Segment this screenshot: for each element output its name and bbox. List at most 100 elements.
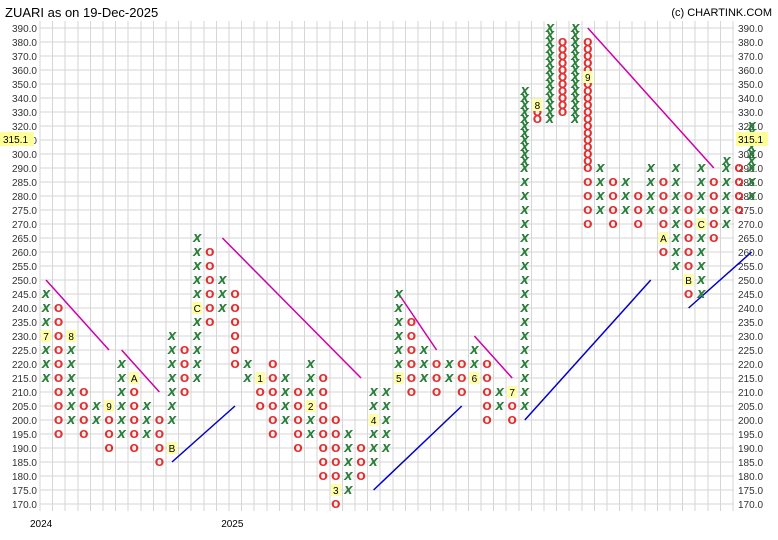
o-box: O xyxy=(457,372,466,385)
y-tick-label-right: 330.0 xyxy=(738,108,763,119)
month-marker-bg xyxy=(305,400,316,412)
month-marker-bg xyxy=(192,302,203,314)
x-box: X xyxy=(192,288,202,301)
o-box: O xyxy=(155,442,164,455)
x-box: X xyxy=(520,176,530,189)
o-box: O xyxy=(583,43,592,56)
x-box: X xyxy=(570,106,580,119)
o-box: O xyxy=(634,218,643,231)
x-box: X xyxy=(305,372,315,385)
o-box: O xyxy=(734,204,743,217)
o-box: O xyxy=(319,470,328,483)
x-box: X xyxy=(394,302,404,315)
x-box: X xyxy=(520,372,530,385)
x-box: X xyxy=(192,372,202,385)
o-box: O xyxy=(205,316,214,329)
o-box: O xyxy=(558,99,567,112)
chart-grid xyxy=(39,21,734,511)
x-box: X xyxy=(545,57,555,70)
month-marker-bg xyxy=(41,330,51,342)
x-box: X xyxy=(671,204,681,217)
month-marker-bg xyxy=(66,330,77,342)
x-box: X xyxy=(545,92,555,105)
o-box: O xyxy=(709,176,718,189)
x-box: X xyxy=(545,43,555,56)
x-box: X xyxy=(746,176,756,189)
o-box: O xyxy=(79,400,88,413)
x-box: X xyxy=(142,400,152,413)
month-marker-bg xyxy=(393,372,404,384)
o-box: O xyxy=(104,414,113,427)
month-marker-bg xyxy=(129,372,140,384)
pnf-column: XX xyxy=(91,400,101,427)
x-box: X xyxy=(696,246,706,259)
pnf-column: OOO xyxy=(432,358,441,399)
x-box: X xyxy=(217,274,227,287)
o-box: O xyxy=(558,57,567,70)
x-box: X xyxy=(671,176,681,189)
x-box: X xyxy=(192,274,202,287)
x-box: X xyxy=(217,288,227,301)
o-box: O xyxy=(230,316,239,329)
month-marker-bg xyxy=(532,99,543,111)
x-box: X xyxy=(66,344,76,357)
x-box: X xyxy=(696,260,706,273)
y-tick-label-right: 300.0 xyxy=(738,150,763,161)
x-box: X xyxy=(620,190,630,203)
y-tick-label-right: 215.0 xyxy=(738,374,763,385)
x-box: X xyxy=(381,414,391,427)
o-box: O xyxy=(659,218,668,231)
x-box: X xyxy=(520,358,530,371)
y-tick-label-left: 285.0 xyxy=(12,178,37,189)
o-box: O xyxy=(583,113,592,126)
month-marker: C xyxy=(698,220,705,231)
x-box: X xyxy=(280,400,290,413)
x-box: X xyxy=(217,302,227,315)
x-box: X xyxy=(570,50,580,63)
y-tick-label-left: 245.0 xyxy=(12,290,37,301)
o-box: O xyxy=(709,190,718,203)
o-box: O xyxy=(407,386,416,399)
x-box: X xyxy=(66,372,76,385)
y-tick-label-right: 220.0 xyxy=(738,360,763,371)
x-box: X xyxy=(116,428,126,441)
pnf-column: OOO xyxy=(104,414,113,455)
o-box: O xyxy=(268,372,277,385)
o-box: O xyxy=(482,386,491,399)
month-marker-bg xyxy=(683,274,694,286)
y-tick-label-left: 190.0 xyxy=(12,444,37,455)
x-box: X xyxy=(280,414,290,427)
o-box: O xyxy=(583,204,592,217)
x-box: X xyxy=(570,43,580,56)
chart-title: ZUARI as on 19-Dec-2025 xyxy=(5,5,158,20)
x-box: X xyxy=(167,400,177,413)
y-tick-label-right: 280.0 xyxy=(738,192,763,203)
o-box: O xyxy=(583,127,592,140)
x-box: X xyxy=(570,99,580,112)
x-box: X xyxy=(116,386,126,399)
x-box: X xyxy=(305,428,315,441)
o-box: O xyxy=(356,470,365,483)
month-marker-bg xyxy=(507,386,518,398)
x-box: X xyxy=(570,71,580,84)
y-tick-label-right: 210.0 xyxy=(738,388,763,399)
y-tick-label-left: 180.0 xyxy=(12,472,37,483)
x-box: X xyxy=(167,386,177,399)
x-box: X xyxy=(305,386,315,399)
y-tick-label-left: 195.0 xyxy=(12,430,37,441)
o-box: O xyxy=(608,218,617,231)
o-box: O xyxy=(54,386,63,399)
x-box: X xyxy=(570,78,580,91)
pnf-column: OO xyxy=(256,386,265,413)
x-box: X xyxy=(419,358,429,371)
y-tick-label-right: 290.0 xyxy=(738,164,763,175)
